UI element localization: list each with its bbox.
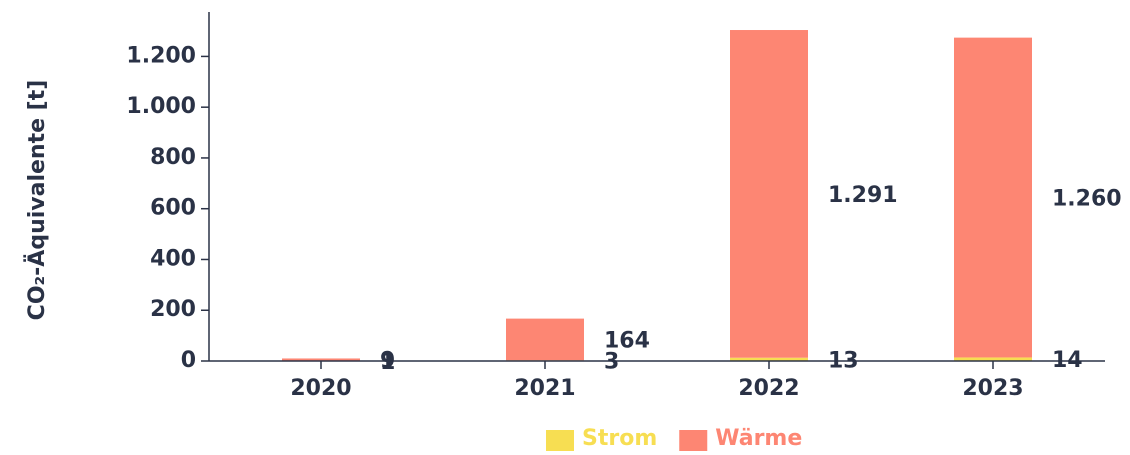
bar-segment <box>954 357 1032 361</box>
bar-segment <box>730 357 808 361</box>
data-label: 3 <box>604 350 619 375</box>
bar-segment <box>506 318 584 361</box>
y-tick-label: 600 <box>150 196 196 221</box>
y-tick-label: 400 <box>150 246 196 271</box>
data-label: 1.260 <box>1052 187 1122 212</box>
legend-label: Strom <box>582 426 657 451</box>
data-label: 1.291 <box>828 183 898 208</box>
x-tick-label: 2020 <box>290 376 351 401</box>
y-tick-label: 200 <box>150 297 196 322</box>
x-tick-label: 2023 <box>962 376 1023 401</box>
x-tick-label: 2022 <box>738 376 799 401</box>
legend-label: Wärme <box>715 426 802 451</box>
y-tick-label: 1.000 <box>126 94 196 119</box>
legend-swatch <box>679 430 708 451</box>
bar-segment <box>954 37 1032 358</box>
y-tick-label: 800 <box>150 145 196 170</box>
data-label: 1 <box>380 350 395 375</box>
bar-segment <box>730 30 808 358</box>
y-axis-title: CO₂-Äquivalente [t] <box>24 80 50 321</box>
legend-swatch <box>546 430 574 451</box>
y-tick-label: 0 <box>181 348 196 373</box>
y-tick-label: 1.200 <box>126 43 196 68</box>
x-tick-label: 2021 <box>514 376 575 401</box>
data-label: 164 <box>604 328 650 353</box>
bar-segment <box>282 358 360 361</box>
